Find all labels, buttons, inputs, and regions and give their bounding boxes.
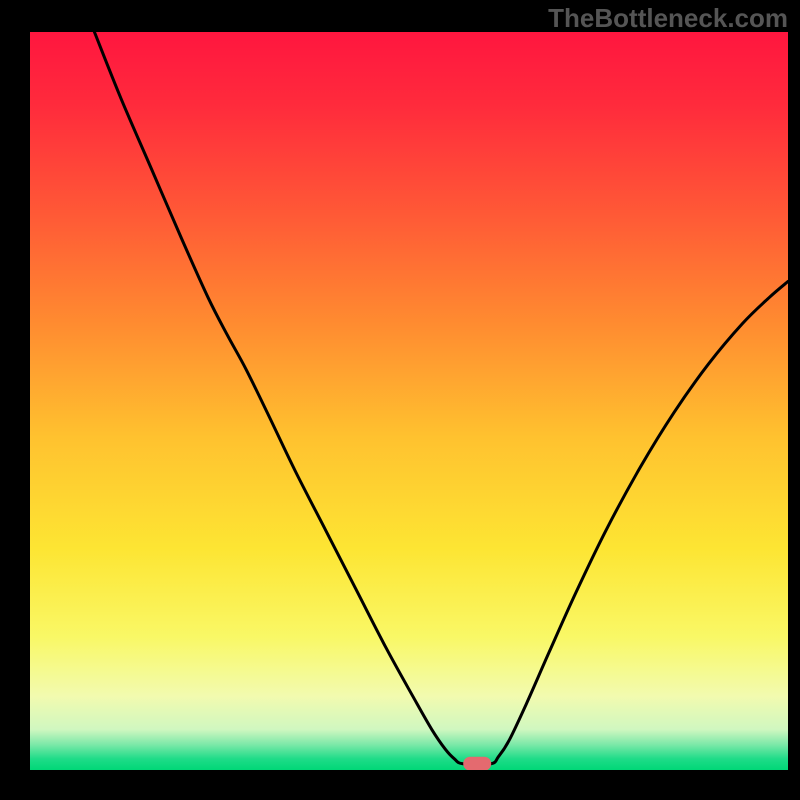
- chart-frame: [788, 0, 800, 800]
- chart-frame: [0, 0, 30, 800]
- optimal-marker: [463, 757, 491, 770]
- chart-frame: [0, 770, 800, 800]
- plot-area: [30, 32, 788, 770]
- watermark-text: TheBottleneck.com: [548, 3, 788, 34]
- gradient-background: [30, 32, 788, 770]
- bottleneck-chart: [30, 32, 788, 770]
